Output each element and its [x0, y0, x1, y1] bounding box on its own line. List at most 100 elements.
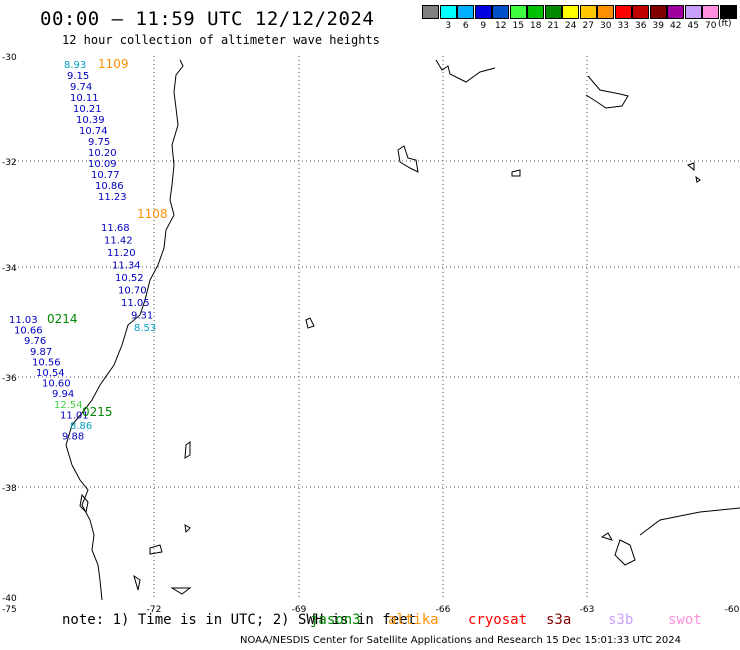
credit-line: NOAA/NESDIS Center for Satellite Applica…	[240, 635, 682, 646]
legend-swatch: 30	[597, 5, 615, 33]
lat-label: -36	[2, 374, 17, 384]
wave-height-label: 10.86	[95, 181, 124, 192]
islands-south	[133, 441, 636, 595]
wave-height-label: 11.03	[9, 315, 38, 326]
wave-height-label: 10.66	[14, 326, 43, 337]
legend-label: 45	[687, 21, 699, 31]
map-title: 00:00 – 11:59 UTC 12/12/2024	[40, 8, 375, 30]
wave-height-label: 11.20	[107, 248, 136, 259]
wave-height-label: 10.56	[32, 357, 61, 368]
lon-label: -69	[292, 605, 307, 615]
legend-label: 27	[582, 21, 594, 31]
wave-height-label: 10.54	[36, 368, 65, 379]
lat-label: -34	[2, 264, 17, 274]
satellite-cryosat: cryosat	[468, 612, 528, 628]
legend-swatch: 15	[509, 5, 528, 33]
lon-label: -66	[436, 605, 451, 615]
satellite-swot: swot	[668, 612, 702, 628]
wave-height-label: 11.68	[101, 223, 130, 234]
wave-height-label: 11.42	[104, 236, 133, 247]
wave-height-label: 8.86	[70, 421, 92, 432]
color-legend: 3 6 9 12 15 18 21 24 27 30 33 36 39 42 45 70	[422, 5, 737, 33]
wave-height-label: 9.74	[70, 82, 92, 93]
chile-coastline	[65, 59, 184, 601]
wave-height-label: 11.23	[98, 192, 127, 203]
gridlines	[10, 56, 740, 600]
legend-label: 70	[705, 21, 717, 31]
wave-height-label: 10.70	[118, 286, 147, 297]
argentina-coastline	[435, 59, 740, 536]
legend-label: 33	[617, 21, 629, 31]
wave-height-label: 10.09	[88, 159, 117, 170]
chiloe-island	[79, 493, 89, 514]
legend-swatch	[422, 5, 440, 33]
wave-height-label: 10.74	[79, 126, 108, 137]
track-time-label: 0215	[82, 405, 113, 419]
legend-swatch: 24	[562, 5, 580, 33]
lon-label: -63	[580, 605, 595, 615]
wave-height-label: 10.21	[73, 104, 102, 115]
wave-height-label: 10.60	[42, 379, 71, 390]
legend-label: 9	[480, 21, 487, 31]
track-time-label: 1109	[98, 57, 129, 71]
legend-label: 39	[652, 21, 664, 31]
wave-height-label: 8.53	[134, 323, 156, 334]
legend-swatch	[719, 5, 738, 33]
satellite-s3b: s3b	[608, 612, 634, 628]
wave-height-label: 9.94	[52, 389, 74, 400]
lat-label: -38	[2, 484, 17, 494]
satellite-altika: altika	[388, 612, 439, 628]
track-time-label: 1108	[137, 207, 168, 221]
islands-east	[305, 162, 701, 329]
legend-swatch: 9	[474, 5, 493, 33]
wave-height-label: 12.54	[54, 400, 83, 411]
legend-swatch: 18	[527, 5, 545, 33]
legend-swatch: 6	[457, 5, 475, 33]
lat-label: -30	[2, 53, 17, 63]
lat-label: -32	[2, 158, 17, 168]
legend-swatch: 21	[544, 5, 563, 33]
legend-swatch: 33	[614, 5, 633, 33]
lat-label: -40	[2, 594, 17, 604]
legend-swatch: 36	[632, 5, 650, 33]
valdes-peninsula	[397, 145, 419, 173]
track-time-label: 0214	[47, 312, 78, 326]
legend-label: 3	[445, 21, 452, 31]
legend-swatch: 27	[579, 5, 598, 33]
wave-height-label: 9.88	[62, 432, 84, 443]
legend-swatch: 45	[684, 5, 703, 33]
wave-height-label: 9.75	[88, 137, 110, 148]
wave-height-label: 9.76	[24, 336, 46, 347]
footnote: note: 1) Time is in UTC; 2) SWH is in fe…	[62, 612, 417, 628]
coastline	[65, 59, 740, 601]
legend-label: 24	[565, 21, 577, 31]
map-subtitle: 12 hour collection of altimeter wave hei…	[62, 33, 380, 47]
legend-swatch: 39	[649, 5, 668, 33]
legend-swatch: 3	[439, 5, 458, 33]
wave-height-label: 9.31	[131, 311, 153, 322]
wave-height-label: 10.39	[76, 115, 105, 126]
legend-label: 15	[512, 21, 524, 31]
wave-height-label: 11.05	[121, 298, 150, 309]
legend-swatch: 12	[492, 5, 510, 33]
wave-height-label: 10.52	[115, 273, 144, 284]
wave-height-label: 11.01	[60, 410, 89, 421]
wave-height-label: 10.11	[70, 93, 99, 104]
legend-label: 30	[600, 21, 612, 31]
satellite-s3a: s3a	[546, 612, 572, 628]
wave-height-label: 10.77	[91, 170, 120, 181]
legend-label: 42	[670, 21, 682, 31]
wave-height-label: 11.34	[112, 261, 141, 272]
legend-swatch: 70	[702, 5, 720, 33]
lon-label: -60	[725, 605, 740, 615]
legend-swatch: 42	[667, 5, 685, 33]
legend-label: 21	[547, 21, 559, 31]
legend-label: 18	[530, 21, 542, 31]
wave-height-label: 8.93	[64, 60, 86, 71]
legend-unit: (ft)	[718, 19, 732, 29]
lon-label: -75	[2, 605, 17, 615]
legend-label: 12	[495, 21, 507, 31]
legend-label: 6	[462, 21, 469, 31]
lon-label: -72	[147, 605, 162, 615]
